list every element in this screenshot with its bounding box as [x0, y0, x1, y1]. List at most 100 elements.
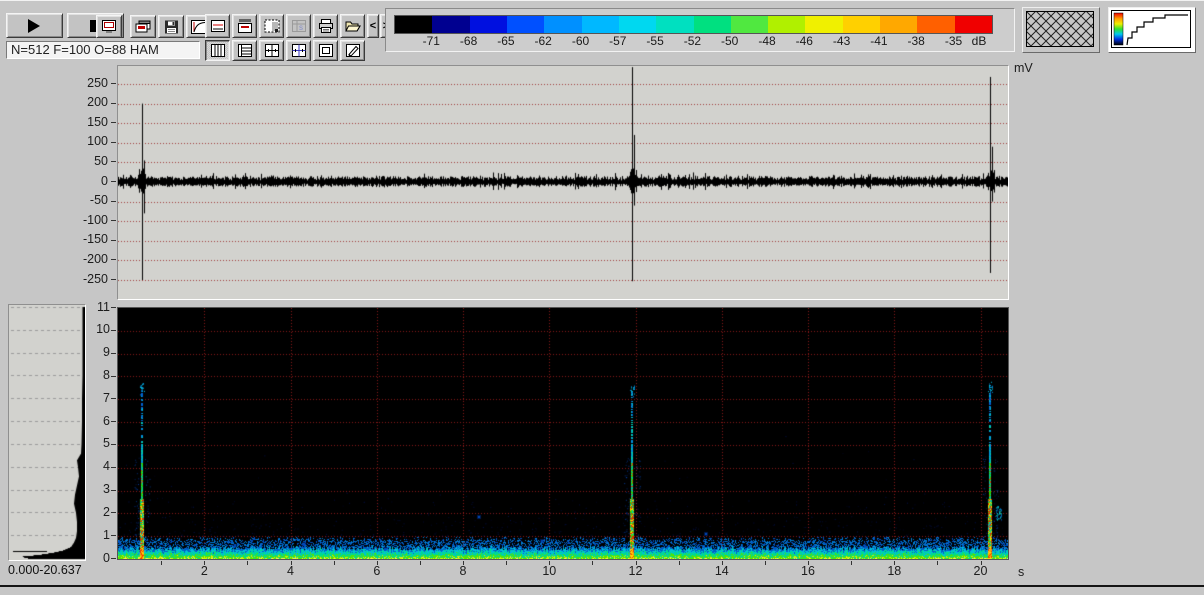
- db-tick-label: -62: [534, 34, 552, 48]
- spectrogram-xtick: [549, 561, 551, 565]
- waveform-canvas[interactable]: [118, 66, 1008, 299]
- db-color-segment: [917, 16, 955, 33]
- palette-curve-button[interactable]: [1108, 7, 1196, 53]
- waveform-ytick-label: -250: [82, 271, 108, 286]
- spectrogram-xtick: [851, 561, 853, 565]
- waveform-plot-frame: [117, 65, 1009, 300]
- spectrogram-ytick: [111, 421, 116, 423]
- spectrogram-ytick-label: 6: [103, 413, 110, 428]
- selection-region-icon: [264, 19, 279, 33]
- db-color-segment: [768, 16, 806, 33]
- db-tick-label: -71: [422, 34, 440, 48]
- grid-settings-icon: s: [291, 20, 306, 32]
- edit-notes-button[interactable]: [340, 40, 365, 61]
- spectrogram-ytick: [111, 352, 116, 354]
- db-tick-label: -57: [609, 34, 627, 48]
- spectrogram-xtick: [376, 561, 378, 565]
- print-button[interactable]: [313, 14, 338, 38]
- cascade-windows-icon: [135, 20, 151, 32]
- cascade-windows-button[interactable]: [130, 15, 156, 38]
- grid-cross-alt-button[interactable]: [286, 40, 311, 61]
- db-color-bar: [394, 15, 993, 34]
- spectrogram-ytick-label: 7: [103, 390, 110, 405]
- save-button[interactable]: [158, 15, 184, 38]
- waveform-ytick: [111, 141, 116, 143]
- edit-notes-icon: [345, 44, 360, 57]
- play-button[interactable]: [6, 13, 63, 38]
- spectrogram-xtick: [980, 561, 982, 565]
- spectrogram-xtick: [764, 561, 766, 565]
- spectrogram-xtick-label: 6: [373, 564, 381, 578]
- spectrogram-ytick: [111, 307, 116, 308]
- grid-settings-button[interactable]: s: [286, 14, 311, 38]
- grid-horizontal-lines-button[interactable]: [232, 40, 257, 61]
- spectrogram-xtick: [463, 561, 464, 565]
- db-tick-label: -46: [795, 34, 813, 48]
- grid-cross-alt-icon: [291, 44, 306, 57]
- spectrogram-ytick-label: 8: [103, 368, 110, 382]
- spectrogram-xtick: [635, 561, 637, 565]
- db-color-segment: [730, 16, 769, 33]
- inner-frame-button[interactable]: [313, 40, 338, 61]
- open-file-button[interactable]: [340, 14, 365, 38]
- db-tick-label: -60: [571, 34, 590, 48]
- waveform-ytick: [111, 239, 116, 241]
- waveform-ytick-label: -150: [82, 232, 108, 247]
- spectrogram-xtick: [161, 561, 163, 565]
- db-color-segment: [618, 16, 657, 33]
- spectrogram-ytick-label: 10: [96, 322, 110, 337]
- hatch-pattern-icon: [1026, 11, 1094, 47]
- display-mode-button[interactable]: [96, 15, 122, 38]
- spectrogram-ytick-label: 0: [103, 550, 110, 565]
- spectrogram-xtick: [678, 561, 680, 565]
- spectrogram-xtick: [592, 561, 594, 565]
- spectrogram-ytick-label: 1: [103, 527, 110, 542]
- freq-scale-icon: [237, 19, 252, 33]
- db-tick-label: -41: [870, 34, 888, 48]
- waveform-ytick: [111, 220, 116, 222]
- db-tick-label: -52: [683, 34, 702, 48]
- spectrogram-ytick: [111, 558, 116, 559]
- spectrogram-xtick-label: 16: [801, 564, 815, 578]
- db-color-segment: [656, 16, 694, 33]
- spectrogram-xtick: [204, 561, 206, 565]
- db-tick-label: -35: [944, 34, 963, 48]
- db-color-segment: [805, 16, 843, 33]
- grid-vertical-lines-button[interactable]: [205, 40, 230, 61]
- db-unit-label: dB: [971, 34, 987, 48]
- spectrogram-xtick-label: 20: [973, 564, 988, 578]
- waveform-ytick: [111, 259, 116, 261]
- freq-scale-button[interactable]: [232, 14, 257, 38]
- spectrogram-xtick: [808, 561, 809, 565]
- waveform-ytick-label: 100: [87, 134, 108, 149]
- waveform-ytick: [111, 122, 116, 124]
- waveform-display-button[interactable]: [205, 14, 230, 38]
- waveform-ytick-label: 150: [87, 114, 108, 129]
- spectrogram-xtick: [894, 561, 896, 565]
- hatch-pattern-button[interactable]: [1022, 7, 1100, 53]
- selection-region-button[interactable]: [259, 14, 284, 38]
- svg-text:s: s: [299, 23, 303, 32]
- waveform-ytick-label: 0: [101, 173, 108, 188]
- db-color-segment: [469, 16, 507, 33]
- play-icon: [27, 18, 40, 33]
- waveform-ytick: [111, 83, 116, 84]
- grid-cross-button[interactable]: [259, 40, 284, 61]
- avg-spectrum-canvas: [9, 305, 85, 560]
- waveform-ytick: [111, 161, 116, 163]
- db-tick-label: -68: [459, 34, 478, 48]
- spectrogram-xtick-label: 18: [887, 564, 902, 578]
- spectrogram-plot-frame: [117, 307, 1009, 560]
- spectrogram-xtick: [247, 561, 249, 565]
- spectrogram-xtick: [290, 561, 292, 565]
- spectrogram-xtick: [333, 561, 335, 565]
- db-tick-label: -38: [907, 34, 925, 48]
- spectrogram-xtick-label: 4: [287, 564, 294, 578]
- prev-button[interactable]: <: [367, 14, 379, 38]
- waveform-ytick-label: -100: [82, 212, 108, 227]
- waveform-ytick: [111, 200, 116, 202]
- spectrogram-canvas[interactable]: [118, 308, 1008, 559]
- time-range-label: 0.000-20.637: [8, 563, 82, 577]
- spectrogram-ytick: [111, 375, 116, 377]
- spectrogram-xtick: [419, 561, 421, 565]
